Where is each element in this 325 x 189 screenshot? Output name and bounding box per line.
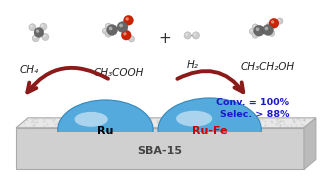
Circle shape <box>123 32 127 36</box>
Polygon shape <box>16 118 316 128</box>
Circle shape <box>125 17 129 21</box>
Circle shape <box>117 22 128 32</box>
Circle shape <box>36 29 39 33</box>
Ellipse shape <box>58 100 153 160</box>
Circle shape <box>252 24 258 30</box>
Circle shape <box>194 33 196 36</box>
Circle shape <box>268 30 275 36</box>
Circle shape <box>122 30 131 40</box>
Circle shape <box>34 28 44 37</box>
Text: CH₃COOH: CH₃COOH <box>93 68 144 78</box>
Circle shape <box>266 22 273 29</box>
Circle shape <box>254 33 255 35</box>
Text: Conv. = 100%: Conv. = 100% <box>216 98 289 107</box>
Circle shape <box>270 31 272 33</box>
Circle shape <box>30 25 33 28</box>
Text: Ru-Fe: Ru-Fe <box>192 126 228 136</box>
Text: CH₃CH₂OH: CH₃CH₂OH <box>240 62 294 72</box>
Text: +: + <box>159 31 171 46</box>
Ellipse shape <box>176 111 212 127</box>
Ellipse shape <box>158 98 261 162</box>
Circle shape <box>33 36 36 39</box>
Circle shape <box>254 25 255 27</box>
Circle shape <box>256 27 259 31</box>
Circle shape <box>102 28 109 34</box>
Circle shape <box>269 19 279 28</box>
Circle shape <box>32 35 39 42</box>
Text: H₂: H₂ <box>187 60 199 70</box>
Polygon shape <box>16 128 304 170</box>
Circle shape <box>107 25 117 35</box>
Circle shape <box>277 18 283 24</box>
Circle shape <box>103 29 106 31</box>
Text: SBA-15: SBA-15 <box>137 146 183 156</box>
Circle shape <box>184 32 191 39</box>
Circle shape <box>105 31 111 37</box>
Circle shape <box>29 24 36 31</box>
Circle shape <box>119 24 123 27</box>
Text: CH₄: CH₄ <box>20 65 39 75</box>
Circle shape <box>249 28 255 35</box>
Circle shape <box>265 27 268 30</box>
Circle shape <box>185 33 188 36</box>
Circle shape <box>41 24 44 27</box>
Circle shape <box>267 24 270 26</box>
Circle shape <box>192 32 200 39</box>
Circle shape <box>106 24 109 26</box>
Circle shape <box>271 20 274 24</box>
Text: Selec. > 88%: Selec. > 88% <box>220 110 289 119</box>
Circle shape <box>124 15 133 25</box>
Circle shape <box>254 25 265 36</box>
Ellipse shape <box>74 112 108 127</box>
Circle shape <box>109 27 112 30</box>
Polygon shape <box>304 118 316 170</box>
Circle shape <box>42 33 49 40</box>
Circle shape <box>40 23 47 30</box>
Circle shape <box>43 35 46 37</box>
Circle shape <box>250 29 253 32</box>
Circle shape <box>263 25 273 35</box>
Circle shape <box>128 36 135 42</box>
Circle shape <box>278 19 280 21</box>
Circle shape <box>129 37 132 39</box>
Text: Ru: Ru <box>97 126 114 136</box>
Circle shape <box>105 23 111 29</box>
Circle shape <box>252 32 258 38</box>
Circle shape <box>106 32 109 34</box>
